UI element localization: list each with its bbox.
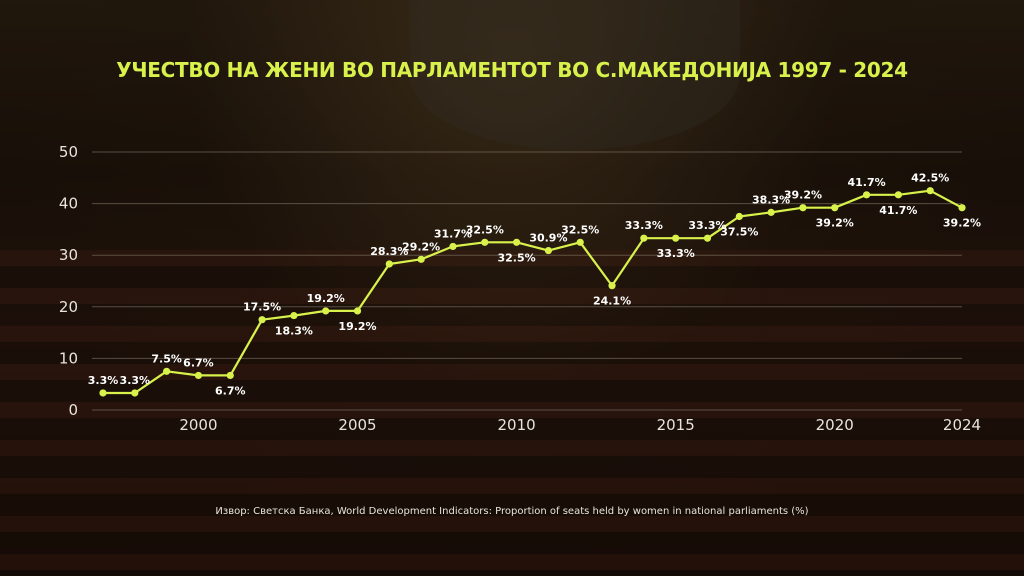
data-label: 6.7% xyxy=(215,384,246,397)
data-point xyxy=(926,187,934,195)
data-point xyxy=(290,311,298,320)
chart-title: УЧЕСТВО НА ЖЕНИ ВО ПАРЛАМЕНТОТ ВО С.МАКЕ… xyxy=(116,58,908,82)
data-label: 32.5% xyxy=(498,251,536,264)
x-tick-label: 2010 xyxy=(497,416,535,434)
data-label: 19.2% xyxy=(307,292,345,305)
data-label: 31.7% xyxy=(434,227,472,240)
grid xyxy=(92,151,962,411)
data-label: 6.7% xyxy=(183,356,214,369)
y-tick-label: 0 xyxy=(68,401,78,419)
data-label: 39.2% xyxy=(784,189,822,202)
data-point xyxy=(703,234,712,242)
data-point xyxy=(322,307,330,315)
data-point xyxy=(258,316,266,324)
data-point xyxy=(163,367,171,375)
data-point xyxy=(353,307,362,315)
parliament-seats-backdrop xyxy=(0,250,1024,576)
x-tick-label: 2005 xyxy=(338,416,376,434)
data-point xyxy=(481,238,489,246)
data-label: 29.2% xyxy=(402,240,440,253)
data-point xyxy=(194,371,203,380)
data-point xyxy=(385,260,393,268)
data-label: 3.3% xyxy=(88,374,119,387)
data-point xyxy=(608,282,616,290)
data-point xyxy=(894,191,902,199)
data-label: 32.5% xyxy=(466,223,504,236)
data-label: 37.5% xyxy=(720,226,758,239)
data-point xyxy=(831,204,839,212)
data-point xyxy=(99,389,107,397)
x-tick-label: 2024 xyxy=(943,416,981,434)
data-point xyxy=(417,255,425,263)
data-label: 41.7% xyxy=(847,176,885,189)
data-point xyxy=(226,371,234,380)
data-label: 33.3% xyxy=(625,219,663,232)
data-label: 38.3% xyxy=(752,193,790,206)
data-point xyxy=(131,389,139,397)
data-label: 17.5% xyxy=(243,301,281,314)
y-tick-label: 40 xyxy=(59,195,78,213)
data-label: 28.3% xyxy=(370,245,408,258)
data-label: 39.2% xyxy=(816,217,854,230)
data-label: 41.7% xyxy=(879,204,917,217)
data-label: 33.3% xyxy=(688,219,726,232)
data-labels: 3.3% 3.3%7.5% 6.7%6.7%17.5%18.3%19.2%19.2%… xyxy=(88,172,981,398)
x-tick-label: 2000 xyxy=(179,416,217,434)
data-point xyxy=(735,212,743,221)
y-tick-label: 20 xyxy=(59,298,78,316)
series-polyline xyxy=(103,189,963,395)
data-label: 24.1% xyxy=(593,295,631,308)
y-tick-label: 30 xyxy=(59,246,78,264)
data-point xyxy=(767,208,775,216)
data-label: 3.3% xyxy=(120,374,151,387)
data-label: 7.5% xyxy=(151,352,182,365)
source-note: Извор: Светска Банка, World Development … xyxy=(215,506,809,517)
parliament-arch xyxy=(410,0,740,150)
data-point xyxy=(640,234,648,242)
data-point xyxy=(544,246,553,255)
data-point xyxy=(862,191,871,199)
series-line xyxy=(103,189,963,395)
data-label: 42.5% xyxy=(911,172,949,185)
x-axis-ticks: 2000 2005 2010 2015 2020 2024 xyxy=(179,416,981,434)
data-label: 18.3% xyxy=(275,325,313,338)
x-tick-label: 2020 xyxy=(816,416,854,434)
x-tick-label: 2015 xyxy=(657,416,695,434)
y-tick-label: 50 xyxy=(59,143,78,161)
data-label: 30.9% xyxy=(529,232,567,245)
y-tick-label: 10 xyxy=(59,349,78,367)
data-label: 19.2% xyxy=(338,320,376,333)
data-point xyxy=(512,238,521,246)
data-label: 39.2% xyxy=(943,217,981,230)
data-label: 32.5% xyxy=(561,223,599,236)
data-point xyxy=(958,204,966,212)
data-points xyxy=(99,187,966,397)
y-axis-ticks: 0 10 20 30 40 50 xyxy=(59,143,78,419)
data-point xyxy=(799,204,807,212)
data-label: 33.3% xyxy=(657,247,695,260)
data-point xyxy=(672,234,680,242)
data-point xyxy=(449,242,457,251)
data-point xyxy=(576,238,584,246)
